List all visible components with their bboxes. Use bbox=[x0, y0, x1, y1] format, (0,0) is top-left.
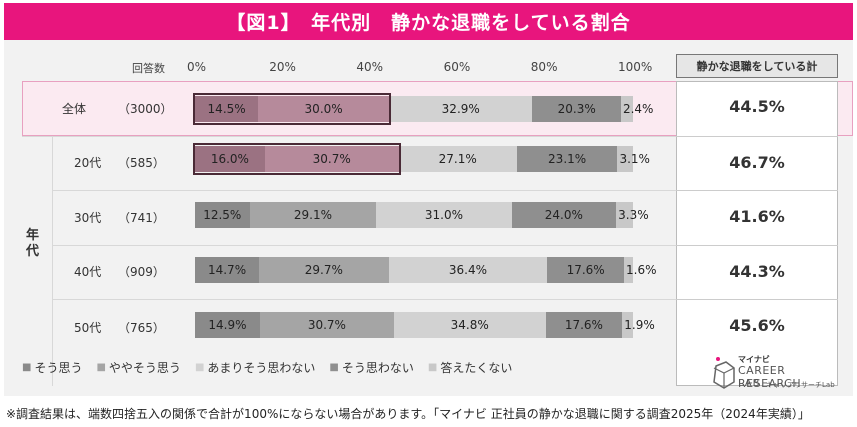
age-group-bracket bbox=[22, 136, 53, 386]
legend-marker: ■ bbox=[96, 362, 106, 373]
summary-header: 静かな退職をしている計 bbox=[676, 54, 838, 78]
bar-segment: 29.7% bbox=[259, 257, 389, 283]
summary-value: 44.5% bbox=[729, 97, 785, 116]
lab-logo-icon bbox=[713, 357, 735, 389]
bar-segment: 3.1% bbox=[617, 146, 650, 172]
logo-lab: LAB bbox=[738, 378, 761, 389]
bar-segment: 24.0% bbox=[511, 202, 617, 228]
bar-segment: 14.7% bbox=[195, 257, 260, 283]
age-group-label: 年代 bbox=[26, 228, 40, 259]
legend-item: ■ そう思わない bbox=[329, 359, 413, 376]
summary-value: 46.7% bbox=[729, 153, 785, 172]
row-count: （3000） bbox=[118, 102, 173, 116]
legend-item: ■ 答えたくない bbox=[428, 359, 512, 376]
row-divider bbox=[52, 190, 676, 191]
legend-label: 答えたくない bbox=[440, 361, 513, 375]
bar-segment: 36.4% bbox=[388, 257, 548, 283]
count-header: 回答数 bbox=[132, 62, 165, 75]
bar-segment: 23.1% bbox=[516, 146, 618, 172]
bar-segment: 2.4% bbox=[620, 96, 653, 122]
bar-segment: 14.5% bbox=[195, 96, 259, 122]
legend: ■ そう思う ■ ややそう思う ■ あまりそう思わない ■ そう思わない ■ 答えたくない bbox=[22, 359, 512, 376]
legend-label: ややそう思う bbox=[108, 361, 181, 375]
x-axis-tick: 100% bbox=[618, 60, 653, 74]
bar-segment: 32.9% bbox=[389, 96, 533, 122]
x-axis-tick: 60% bbox=[443, 60, 471, 74]
bar-segment: 29.1% bbox=[249, 202, 377, 228]
summary-divider bbox=[676, 136, 838, 137]
row-count: （765） bbox=[118, 321, 165, 335]
summary-divider bbox=[676, 190, 838, 191]
row-label: 50代 bbox=[74, 321, 102, 335]
legend-item: ■ ややそう思う bbox=[96, 359, 180, 376]
bar-segment: 1.9% bbox=[622, 312, 655, 338]
bar-segment: 14.9% bbox=[195, 312, 260, 338]
career-research-lab-logo: マイナビ CAREER RESEARCH LAB キャリアリサーチLab bbox=[712, 354, 852, 394]
summary-value: 44.3% bbox=[729, 262, 785, 281]
chart-title: 【図1】 年代別 静かな退職をしている割合 bbox=[4, 3, 853, 40]
bar-segment: 17.6% bbox=[547, 257, 625, 283]
logo-brand: マイナビ bbox=[738, 355, 770, 364]
x-axis-tick: 0% bbox=[187, 60, 207, 74]
bar-segment: 17.6% bbox=[545, 312, 623, 338]
x-axis-tick: 80% bbox=[530, 60, 558, 74]
summary-value: 41.6% bbox=[729, 207, 785, 226]
legend-item: ■ あまりそう思わない bbox=[195, 359, 315, 376]
legend-label: そう思わない bbox=[341, 361, 414, 375]
x-axis-tick: 20% bbox=[269, 60, 296, 74]
legend-marker: ■ bbox=[22, 362, 32, 373]
row-label: 全体 bbox=[62, 102, 87, 116]
bar-segment: 30.7% bbox=[264, 146, 399, 172]
logo-subtitle: キャリアリサーチLab bbox=[766, 381, 835, 389]
bar-segment: 31.0% bbox=[376, 202, 512, 228]
row-divider bbox=[22, 136, 676, 137]
summary-value: 45.6% bbox=[729, 316, 785, 335]
bar-segment: 1.6% bbox=[624, 257, 657, 283]
legend-label: あまりそう思わない bbox=[207, 361, 316, 375]
x-axis-tick: 40% bbox=[356, 60, 384, 74]
row-label: 20代 bbox=[74, 156, 102, 170]
legend-marker: ■ bbox=[194, 362, 205, 373]
highlight-box bbox=[193, 143, 401, 175]
row-count: （909） bbox=[118, 265, 165, 279]
summary-column bbox=[676, 81, 838, 386]
bar-segment: 27.1% bbox=[398, 146, 517, 172]
row-divider bbox=[52, 299, 676, 300]
row-label: 30代 bbox=[74, 211, 102, 225]
bar-segment: 3.3% bbox=[616, 202, 649, 228]
legend-marker: ■ bbox=[427, 362, 438, 373]
row-divider bbox=[52, 245, 676, 246]
legend-marker: ■ bbox=[329, 362, 339, 373]
bar-segment: 16.0% bbox=[195, 146, 265, 172]
row-count: （741） bbox=[118, 211, 165, 225]
bar-segment: 20.3% bbox=[532, 96, 621, 122]
row-label: 40代 bbox=[74, 265, 102, 279]
summary-divider bbox=[676, 245, 838, 246]
footnote: ※調査結果は、端数四捨五入の関係で合計が100%にならない場合があります。「マイ… bbox=[6, 407, 810, 421]
legend-item: ■ そう思う bbox=[22, 359, 82, 376]
bar-segment: 30.0% bbox=[258, 96, 390, 122]
legend-label: そう思う bbox=[34, 361, 83, 375]
logo-name: CAREER RESEARCH bbox=[738, 364, 802, 390]
bar-segment: 30.7% bbox=[259, 312, 394, 338]
highlight-box bbox=[193, 93, 392, 125]
bar-segment: 12.5% bbox=[195, 202, 250, 228]
summary-divider bbox=[676, 299, 838, 300]
bar-segment: 34.8% bbox=[393, 312, 546, 338]
row-count: （585） bbox=[118, 156, 165, 170]
